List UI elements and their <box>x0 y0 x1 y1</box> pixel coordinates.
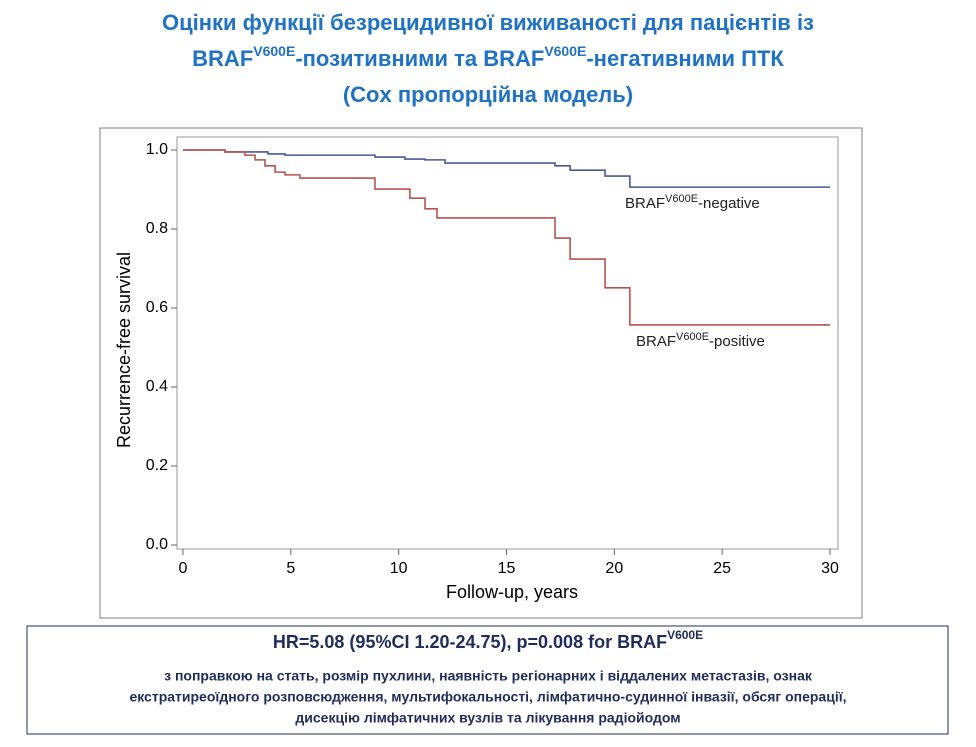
y-tick-label: 1.0 <box>146 141 168 158</box>
x-tick-label: 30 <box>821 560 839 577</box>
y-tick-label: 0.2 <box>146 457 168 474</box>
annotation-line: з поправкою на стать, розмір пухлини, на… <box>164 668 813 684</box>
survival-curve <box>183 149 830 326</box>
x-tick-label: 5 <box>286 560 295 577</box>
legend-text: BRAF <box>625 195 665 212</box>
legend-text: -positive <box>709 333 765 350</box>
plot-frame <box>176 136 839 550</box>
title-part: BRAF <box>192 46 253 71</box>
title-part: -негативними ПТК <box>586 46 784 71</box>
legend-label: BRAFV600E-negative <box>625 193 760 212</box>
title-line: Оцінки функції безрецидивної виживаності… <box>162 10 814 35</box>
annotation-box <box>26 625 949 735</box>
title-sup: V600E <box>253 43 295 59</box>
legend-sup: V600E <box>665 193 698 205</box>
x-axis-label: Follow-up, years <box>446 582 578 602</box>
chart-frame <box>99 127 863 619</box>
legend-label: BRAFV600E-positive <box>636 331 765 350</box>
headline-text: HR=5.08 (95%CI 1.20-24.75), p=0.008 for … <box>273 632 667 652</box>
x-tick-label: 15 <box>498 560 516 577</box>
x-tick-label: 20 <box>605 560 623 577</box>
legend-text: -negative <box>698 195 760 212</box>
title-sup: V600E <box>544 43 586 59</box>
survival-curve <box>183 149 830 188</box>
y-tick-label: 0.6 <box>146 299 168 316</box>
y-axis-label: Recurrence-free survival <box>114 252 134 448</box>
x-tick-label: 0 <box>179 560 188 577</box>
y-tick-label: 0.0 <box>146 536 168 553</box>
title-line: BRAFV600E-позитивними та BRAFV600E-негат… <box>192 43 784 71</box>
title-line: (Cox пропорційна модель) <box>343 82 633 107</box>
title-part: -позитивними та BRAF <box>295 46 544 71</box>
annotation-headline: HR=5.08 (95%CI 1.20-24.75), p=0.008 for … <box>273 628 703 652</box>
legend-text: BRAF <box>636 333 676 350</box>
headline-sup: V600E <box>667 628 703 642</box>
y-tick-label: 0.8 <box>146 220 168 237</box>
x-tick-label: 10 <box>390 560 408 577</box>
x-tick-label: 25 <box>713 560 731 577</box>
y-tick-label: 0.4 <box>146 378 168 395</box>
annotation-line: дисекцію лімфатичних вузлів та лікування… <box>295 710 680 726</box>
annotation-line: екстратиреоїдного розповсюдження, мульти… <box>129 689 846 705</box>
legend-sup: V600E <box>676 331 709 343</box>
